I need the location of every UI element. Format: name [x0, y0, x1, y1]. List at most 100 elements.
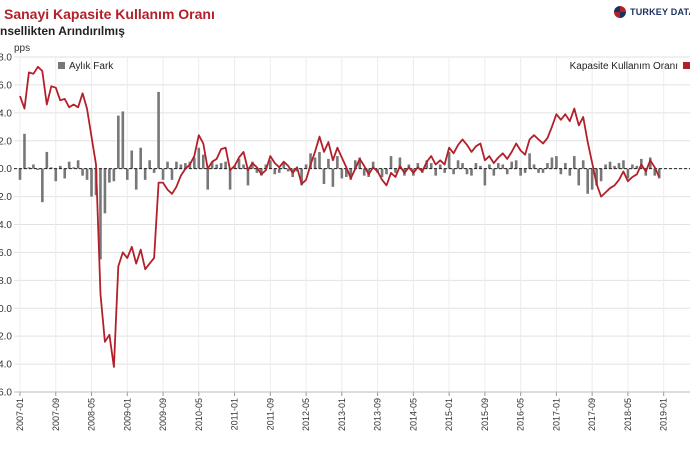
bar-mark — [41, 168, 44, 203]
legend-right[interactable]: Kapasite Kullanım Oranı — [570, 61, 690, 72]
bar-mark — [184, 163, 187, 169]
bar-mark — [27, 167, 31, 169]
y-axis: 8.0 6.0 4.0 2.0 0.0 -2.0 -4.0 -6.0 -8.0 -10.0 -12.… — [0, 53, 12, 399]
bar-mark — [300, 168, 303, 186]
bar-mark — [251, 161, 254, 169]
x-tick-label: 2015-01 — [444, 398, 454, 431]
bar-mark — [148, 160, 151, 169]
bar-mark — [492, 168, 496, 176]
bar-mark — [228, 168, 232, 190]
bar-mark — [286, 168, 290, 172]
brand-logo[interactable]: TURKEY DATA M — [614, 5, 690, 19]
bar-mark — [215, 164, 218, 169]
y-tick-label: -4.0 — [0, 220, 12, 231]
bar-mark — [456, 160, 460, 169]
y-tick-label: 8.0 — [0, 53, 12, 64]
bar-mark — [358, 157, 362, 169]
x-tick-label: 2016-05 — [516, 398, 526, 431]
bar-mark — [353, 160, 357, 169]
x-tick-label: 2010-05 — [194, 398, 204, 431]
bar-mark — [483, 168, 487, 186]
bar-mark — [452, 168, 455, 175]
bar-mark — [550, 157, 554, 169]
bar-mark — [447, 151, 451, 169]
y-tick-label: 2.0 — [0, 136, 12, 147]
legend-label-bar: Aylık Fark — [69, 61, 114, 72]
x-tick-label: 2018-05 — [623, 398, 633, 431]
y-tick-label: -10.0 — [0, 304, 12, 315]
line-path — [19, 65, 661, 368]
x-tick-label: 2019-01 — [659, 398, 669, 431]
bar-mark — [425, 160, 429, 169]
bar-mark — [67, 161, 71, 169]
bar-mark — [103, 168, 107, 214]
x-tick-label: 2017-09 — [587, 398, 597, 431]
x-tick-label: 2013-01 — [337, 398, 347, 431]
bar-mark — [653, 168, 657, 176]
legend-left[interactable]: Aylık Fark — [58, 61, 114, 72]
y-tick-label: -6.0 — [0, 248, 12, 259]
bar-mark — [36, 168, 40, 171]
bar-mark — [242, 164, 245, 169]
bar-mark — [161, 168, 165, 180]
bar-mark — [362, 168, 366, 176]
bar-mark — [389, 156, 393, 169]
bar-mark — [336, 156, 339, 169]
bar-mark — [108, 168, 111, 183]
bar-mark — [528, 153, 531, 169]
bar-mark — [546, 163, 549, 169]
bar-mark — [224, 161, 227, 169]
bar-mark — [394, 168, 397, 173]
bar-mark — [237, 158, 241, 169]
legend-swatch-line — [683, 62, 690, 69]
bar-mark — [416, 163, 420, 169]
bar-mark — [514, 160, 518, 169]
bar-mark — [219, 163, 223, 169]
bar-mark — [134, 168, 138, 190]
x-tick-label: 2015-09 — [480, 398, 490, 431]
bar-mark — [201, 154, 205, 169]
bar-mark — [331, 168, 335, 187]
bar-mark — [139, 147, 142, 169]
bar-mark — [58, 165, 62, 169]
bar-mark — [45, 151, 49, 169]
y-tick-label: -12.0 — [0, 332, 12, 343]
bar-mark — [581, 160, 585, 169]
bar-mark — [398, 157, 402, 169]
bar-mark — [474, 163, 478, 169]
bar-mark — [465, 168, 469, 175]
bar-mark — [555, 156, 558, 169]
y-tick-label: -8.0 — [0, 276, 12, 287]
bar-mark — [90, 168, 93, 197]
chart-title: Sanayi Kapasite Kullanım Oranı — [4, 6, 215, 22]
x-tick-label: 2007-09 — [51, 398, 61, 431]
bar-mark — [125, 168, 129, 180]
bar-mark — [318, 151, 321, 169]
bar-mark — [63, 168, 66, 179]
bar-mark — [648, 157, 652, 169]
x-tick-label: 2017-01 — [551, 398, 561, 431]
bar-mark — [622, 160, 625, 169]
y-tick-label: 4.0 — [0, 108, 12, 119]
x-tick-label: 2012-05 — [301, 398, 311, 431]
globe-logo-icon — [614, 6, 626, 18]
legend-swatch-bar — [58, 62, 65, 69]
bar-mark — [488, 164, 491, 169]
bar-mark — [282, 163, 286, 169]
y-tick-label: -2.0 — [0, 192, 12, 203]
x-tick-label: 2013-09 — [373, 398, 383, 431]
x-tick-label: 2009-01 — [122, 398, 132, 431]
bar-mark — [112, 168, 116, 182]
bar-mark — [371, 161, 375, 169]
bar-mark — [631, 164, 634, 169]
bar-mark — [434, 168, 438, 176]
bar-mark — [496, 163, 500, 169]
bar-mark — [608, 161, 612, 169]
bar-mark — [304, 164, 308, 169]
y-tick-label: 6.0 — [0, 80, 12, 91]
y-tick-label: 0.0 — [0, 164, 12, 175]
bar-mark — [197, 147, 201, 169]
bar-mark — [385, 168, 388, 175]
bar-mark — [260, 168, 263, 176]
